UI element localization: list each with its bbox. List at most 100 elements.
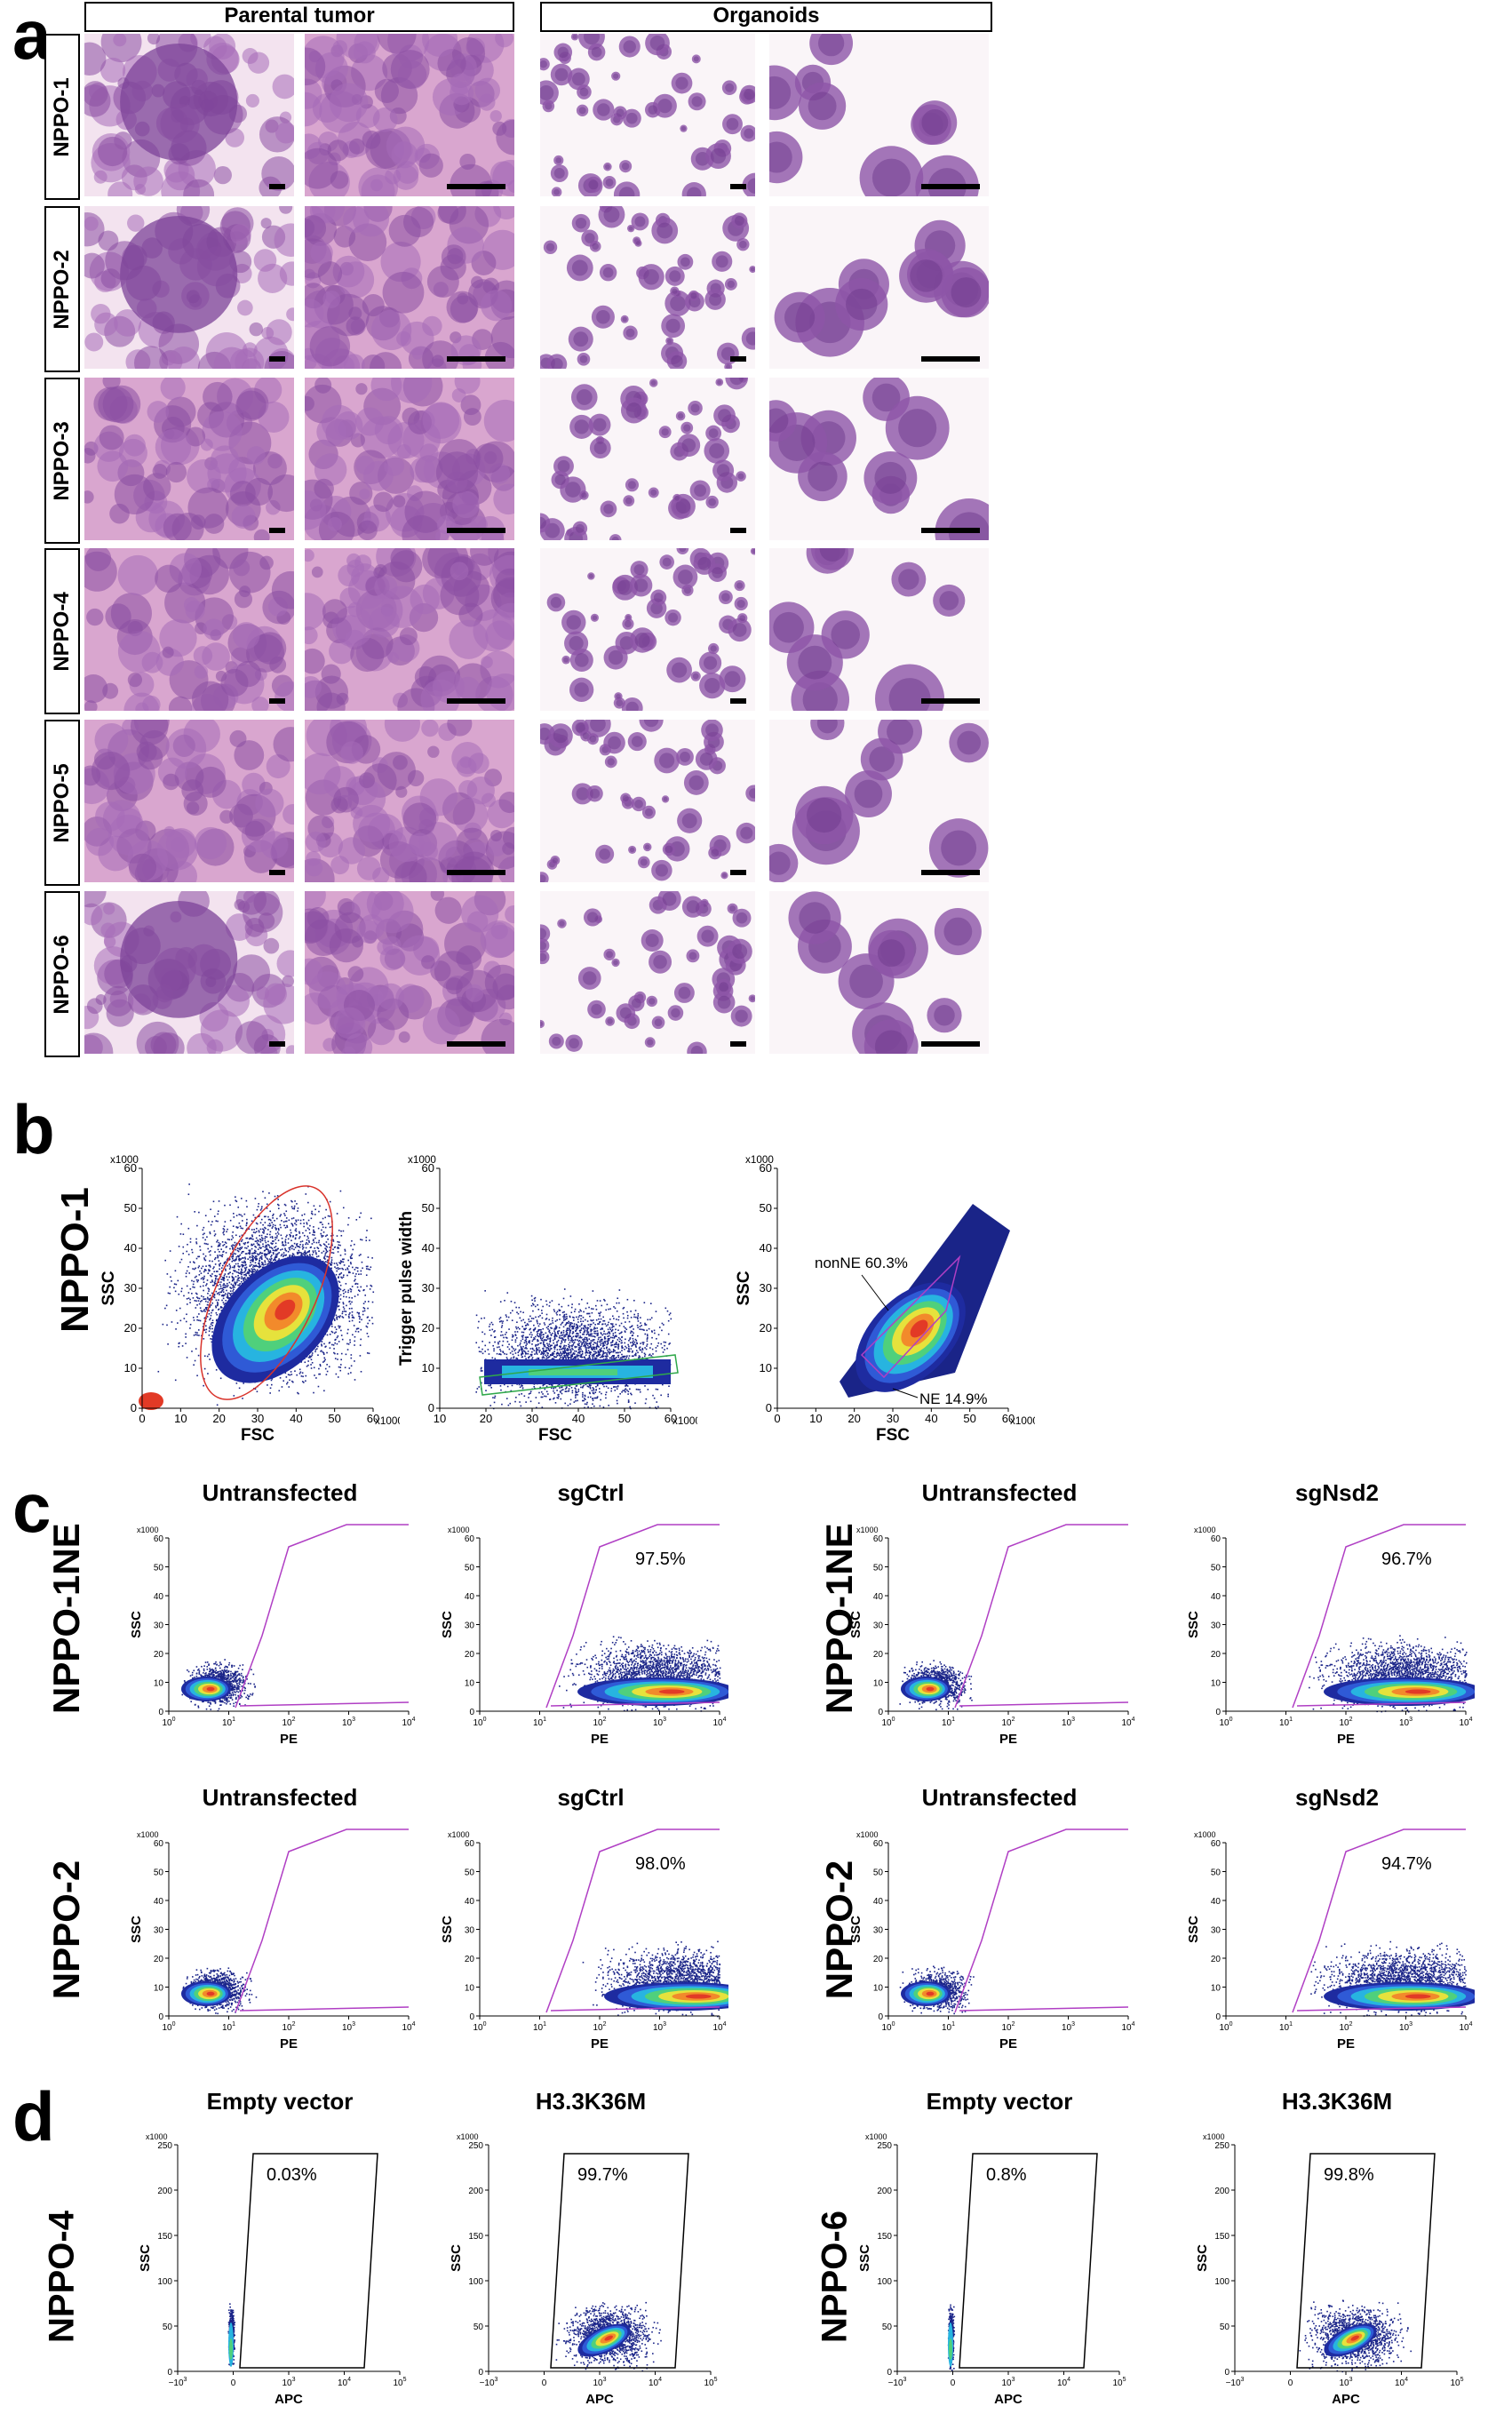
- plot-title: sgNsd2: [1217, 1784, 1457, 1812]
- scale-bar: [730, 870, 746, 875]
- panel-letter-c: c: [12, 1473, 51, 1542]
- header-parental-tumor: Parental tumor: [84, 2, 514, 32]
- histology-image-r4-c2: [305, 548, 514, 711]
- histology-image-r5-c3: [540, 720, 755, 882]
- plot-title: H3.3K36M: [471, 2088, 711, 2115]
- histology-image-r4-c4: [769, 548, 989, 711]
- flow-plot-c-r1-c1: Untransfected 0 10 20 30 40 50 60 100 101 102 103 10…: [124, 1479, 418, 1747]
- scale-bar: [447, 528, 505, 533]
- flow-plot-c-r2-c1: Untransfected 0 10 20 30 40 50 60 100 101 102 103 10…: [124, 1784, 418, 2052]
- flow-plot-b3: nonNE 60.3% NE 14.9% 0 10 20 30 40 50 60 0 10 20 30 4…: [715, 1142, 1039, 1448]
- plot-title: Empty vector: [879, 2088, 1119, 2115]
- histology-image-r5-c4: [769, 720, 989, 882]
- flow-plot-c-r1-c4: sgNsd2 96.7% 0 10 20 30 40 50 60 100 101 102 103 104 P…: [1182, 1479, 1475, 1747]
- row-label-nppo-2: NPPO-2: [44, 206, 80, 372]
- row-label-text: NPPO-5: [50, 763, 75, 842]
- scale-bar: [269, 698, 285, 704]
- gate-percentage: 94.7%: [1381, 1854, 1432, 1874]
- scale-bar: [447, 184, 505, 189]
- histology-image-r5-c2: [305, 720, 514, 882]
- row-label-nppo-6: NPPO-6: [44, 891, 80, 1057]
- gate-label: nonNE 60.3%: [815, 1255, 908, 1271]
- plot-title: Empty vector: [160, 2088, 400, 2115]
- gate-percentage: 98.0%: [635, 1854, 686, 1874]
- scale-bar: [921, 698, 980, 704]
- histology-image-r1-c1: [84, 34, 294, 196]
- scale-bar: [269, 184, 285, 189]
- flow-plot-c-r2-c4: sgNsd2 94.7% 0 10 20 30 40 50 60 100 101 102 103 104 P…: [1182, 1784, 1475, 2052]
- gate-percentage: 96.7%: [1381, 1550, 1432, 1569]
- histology-image-r3-c1: [84, 378, 294, 540]
- histology-image-r3-c3: [540, 378, 755, 540]
- scale-bar: [447, 870, 505, 875]
- scale-bar: [730, 356, 746, 362]
- plot-title: Untransfected: [879, 1479, 1119, 1507]
- flow-plot-c-r1-c2: sgCtrl 97.5% 0 10 20 30 40 50 60 100 101 102 103 104 P…: [435, 1479, 728, 1747]
- scale-bar: [447, 1041, 505, 1047]
- histology-image-r2-c3: [540, 206, 755, 369]
- scale-bar: [269, 528, 285, 533]
- plot-title: sgNsd2: [1217, 1479, 1457, 1507]
- panel-letter-b: b: [12, 1095, 55, 1164]
- histology-image-r2-c1: [84, 206, 294, 369]
- flow-plot-c-r1-c3: Untransfected 0 10 20 30 40 50 60 100 101 102 103 10…: [844, 1479, 1137, 1747]
- plot-title: H3.3K36M: [1217, 2088, 1457, 2115]
- histology-image-r5-c1: [84, 720, 294, 882]
- row-label-d: NPPO-4: [43, 2211, 83, 2344]
- flow-plot-b1: 0 10 20 30 40 50 60 0 10 20 30 40 50 60 FSC SSC x1000 x10…: [80, 1142, 403, 1448]
- histology-image-r3-c4: [769, 378, 989, 540]
- histology-image-r2-c2: [305, 206, 514, 369]
- scale-bar: [447, 356, 505, 362]
- header-organoids: Organoids: [540, 2, 992, 32]
- row-label-nppo-4: NPPO-4: [44, 548, 80, 714]
- flow-plot-d-4: H3.3K36M 99.8% 0 50 100 150 200 250 −103 0 103 104 1…: [1182, 2088, 1475, 2412]
- scale-bar: [730, 528, 746, 533]
- row-label-text: NPPO-3: [50, 421, 75, 500]
- histology-image-r1-c3: [540, 34, 755, 196]
- row-label-nppo-3: NPPO-3: [44, 378, 80, 544]
- gate-percentage: 0.8%: [986, 2165, 1027, 2185]
- gate-percentage: 0.03%: [267, 2165, 317, 2185]
- scale-bar: [269, 356, 285, 362]
- row-label-c: NPPO-1NE: [45, 1523, 88, 1714]
- histology-image-r1-c4: [769, 34, 989, 196]
- flow-plot-b2: 0 10 20 30 40 50 60 10 20 30 40 50 60 FSC Trigger puls…: [378, 1142, 701, 1448]
- row-label-text: NPPO-6: [50, 935, 75, 1014]
- histology-image-r4-c1: [84, 548, 294, 711]
- flow-plot-c-r2-c2: sgCtrl 98.0% 0 10 20 30 40 50 60 100 101 102 103 104 P…: [435, 1784, 728, 2052]
- histology-image-r6-c1: [84, 891, 294, 1054]
- histology-image-r3-c2: [305, 378, 514, 540]
- row-label-nppo-1: NPPO-1: [44, 34, 80, 200]
- scale-bar: [730, 1041, 746, 1047]
- panel-letter-d: d: [12, 2082, 55, 2151]
- histology-image-r2-c4: [769, 206, 989, 369]
- histology-image-r6-c2: [305, 891, 514, 1054]
- row-label-text: NPPO-4: [50, 592, 75, 671]
- flow-plot-d-3: Empty vector 0.8% 0 50 100 150 200 250 −103 0 103 1…: [844, 2088, 1137, 2412]
- flow-plot-d-2: H3.3K36M 99.7% 0 50 100 150 200 250 −103 0 103 104 1…: [435, 2088, 728, 2412]
- plot-title: Untransfected: [879, 1784, 1119, 1812]
- histology-image-r6-c3: [540, 891, 755, 1054]
- plot-title: sgCtrl: [471, 1784, 711, 1812]
- scale-bar: [269, 870, 285, 875]
- gate-percentage: 99.8%: [1324, 2165, 1374, 2185]
- flow-plot-c-r2-c3: Untransfected 0 10 20 30 40 50 60 100 101 102 103 10…: [844, 1784, 1137, 2052]
- scale-bar: [921, 870, 980, 875]
- row-label-text: NPPO-1: [50, 77, 75, 156]
- row-label-c: NPPO-2: [45, 1841, 88, 2019]
- row-label-text: NPPO-2: [50, 250, 75, 329]
- scale-bar: [730, 184, 746, 189]
- scale-bar: [447, 698, 505, 704]
- scale-bar: [921, 528, 980, 533]
- scale-bar: [730, 698, 746, 704]
- plot-title: Untransfected: [160, 1784, 400, 1812]
- scale-bar: [921, 1041, 980, 1047]
- histology-image-r1-c2: [305, 34, 514, 196]
- plot-title: sgCtrl: [471, 1479, 711, 1507]
- scale-bar: [921, 356, 980, 362]
- flow-plot-d-1: Empty vector 0.03% 0 50 100 150 200 250 −103 0 103…: [124, 2088, 418, 2412]
- row-label-nppo-5: NPPO-5: [44, 720, 80, 886]
- histology-image-r4-c3: [540, 548, 755, 711]
- gate-label: NE 14.9%: [919, 1390, 988, 1407]
- scale-bar: [921, 184, 980, 189]
